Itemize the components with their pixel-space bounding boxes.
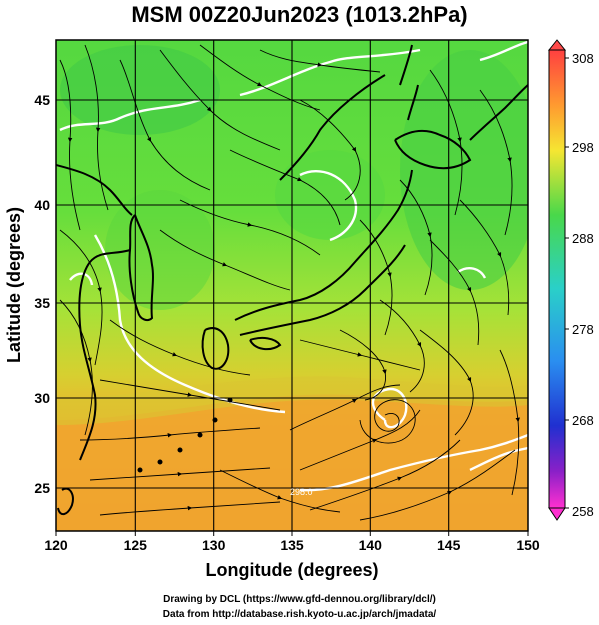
x-tick-label: 135: [280, 537, 304, 553]
colorbar: 308 298 288 278 268 258: [547, 39, 594, 521]
x-tick-label: 145: [437, 537, 461, 553]
map-title: MSM 00Z20Jun2023 (1013.2hPa): [131, 2, 468, 27]
colorbar-top-triangle: [547, 39, 567, 51]
y-tick-label: 45: [34, 92, 50, 108]
x-tick-marks: [55, 531, 529, 536]
temperature-field: [56, 40, 528, 531]
x-tick-label: 140: [359, 537, 383, 553]
colorbar-bottom-triangle: [548, 507, 566, 521]
colorbar-label: 268: [572, 413, 594, 428]
x-tick-label: 130: [202, 537, 226, 553]
colorbar-label: 258: [572, 504, 594, 519]
y-tick-label: 35: [34, 295, 50, 311]
x-axis-label: Longitude (degrees): [205, 560, 378, 580]
y-tick-label: 30: [34, 390, 50, 406]
isotherm-contours: [59, 40, 528, 492]
colorbar-label: 298: [572, 140, 594, 155]
y-axis-label: Latitude (degrees): [4, 207, 24, 363]
lat-lon-grid: [56, 40, 528, 531]
x-tick-label: 125: [124, 537, 148, 553]
credit-drawing: Drawing by DCL (https://www.gfd-dennou.o…: [163, 594, 436, 605]
x-tick-label: 120: [44, 537, 68, 553]
colorbar-label: 288: [572, 231, 594, 246]
colorbar-label: 308: [572, 51, 594, 66]
x-tick-label: 150: [516, 537, 540, 553]
y-tick-label: 40: [34, 197, 50, 213]
y-tick-label: 25: [34, 480, 50, 496]
contour-label: 298.0: [290, 487, 313, 497]
wind-streamlines: [59, 44, 521, 521]
cyclone-swirl: [359, 399, 416, 444]
credit-data: Data from http://database.rish.kyoto-u.a…: [162, 609, 437, 620]
colorbar-label: 278: [572, 322, 594, 337]
coastlines: [56, 44, 528, 516]
